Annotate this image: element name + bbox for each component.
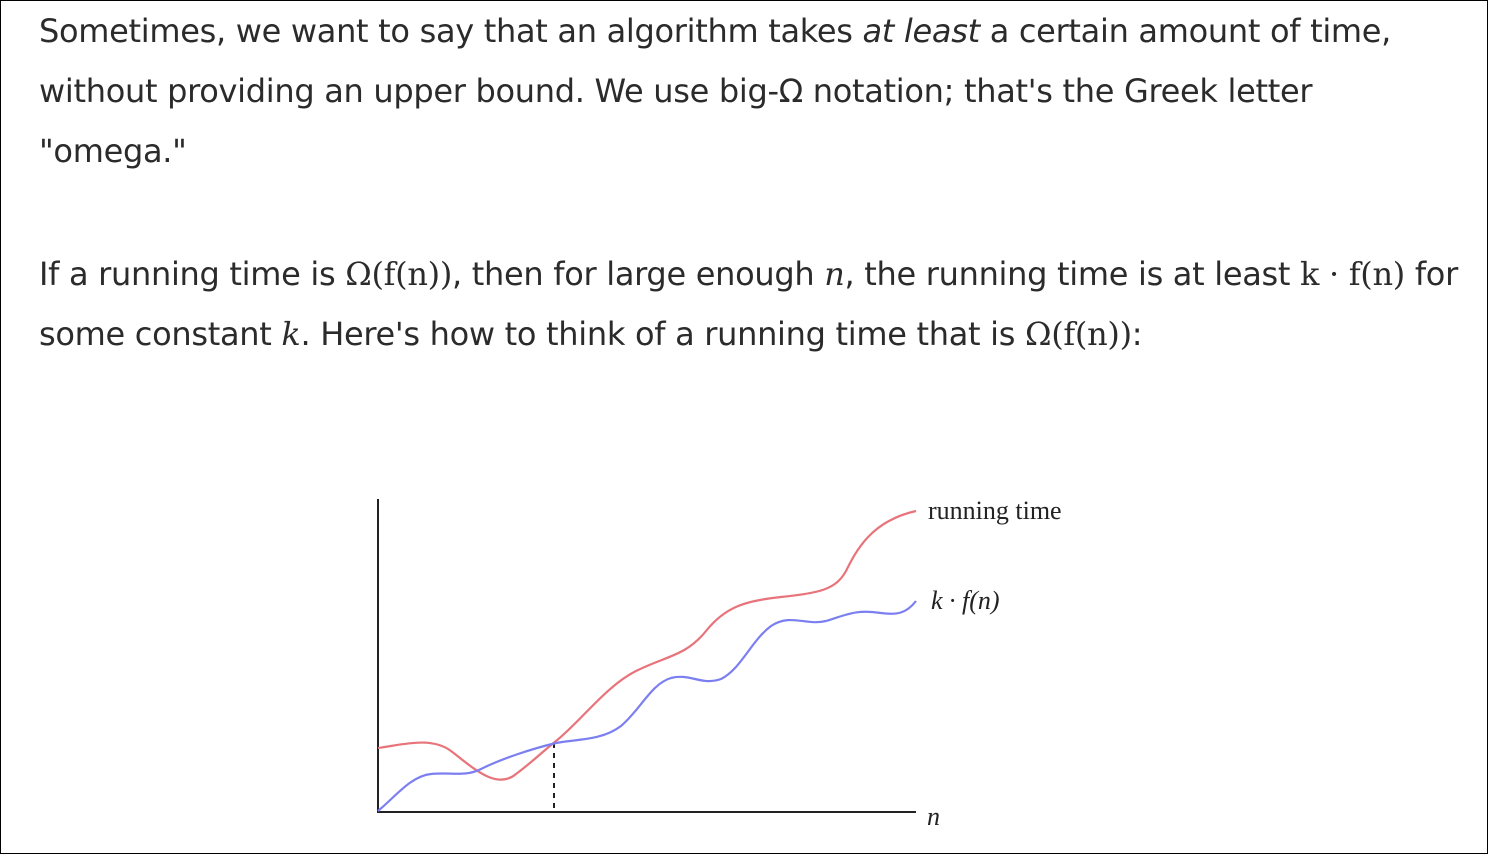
omega-f-n-math-end: Ω(f(n)) xyxy=(1024,315,1132,353)
def-text-6: : xyxy=(1131,315,1143,353)
def-text-5: . Here's how to think of a running time … xyxy=(300,315,1025,353)
k-times-f-n-math: k · f(n) xyxy=(1300,255,1405,293)
n-axis-label: n xyxy=(927,802,940,831)
intro-text-start: Sometimes, we want to say that an algori… xyxy=(39,12,863,50)
def-text-3: , the running time is at least xyxy=(844,255,1301,293)
kfn-curve xyxy=(377,600,917,812)
kfn-label: k · f(n) xyxy=(931,586,1000,615)
definition-paragraph: If a running time is Ω(f(n)), then for l… xyxy=(39,244,1459,364)
omega-f-n-math: Ω(f(n)) xyxy=(345,255,453,293)
intro-paragraph: Sometimes, we want to say that an algori… xyxy=(39,1,1459,181)
running-time-label: running time xyxy=(928,496,1062,525)
running-time-curve xyxy=(377,509,917,781)
n-variable-math: n xyxy=(824,255,845,293)
at-least-emphasis: at least xyxy=(862,12,980,50)
def-text-1: If a running time is xyxy=(39,255,346,293)
def-text-2: , then for large enough xyxy=(452,255,825,293)
big-omega-figure: running time k · f(n) n xyxy=(377,496,1062,831)
k-constant-math: k xyxy=(281,315,301,353)
intro-text-end: a certain amount of time, without provid… xyxy=(39,12,1392,170)
def-text-4: for some constant xyxy=(39,255,1458,353)
